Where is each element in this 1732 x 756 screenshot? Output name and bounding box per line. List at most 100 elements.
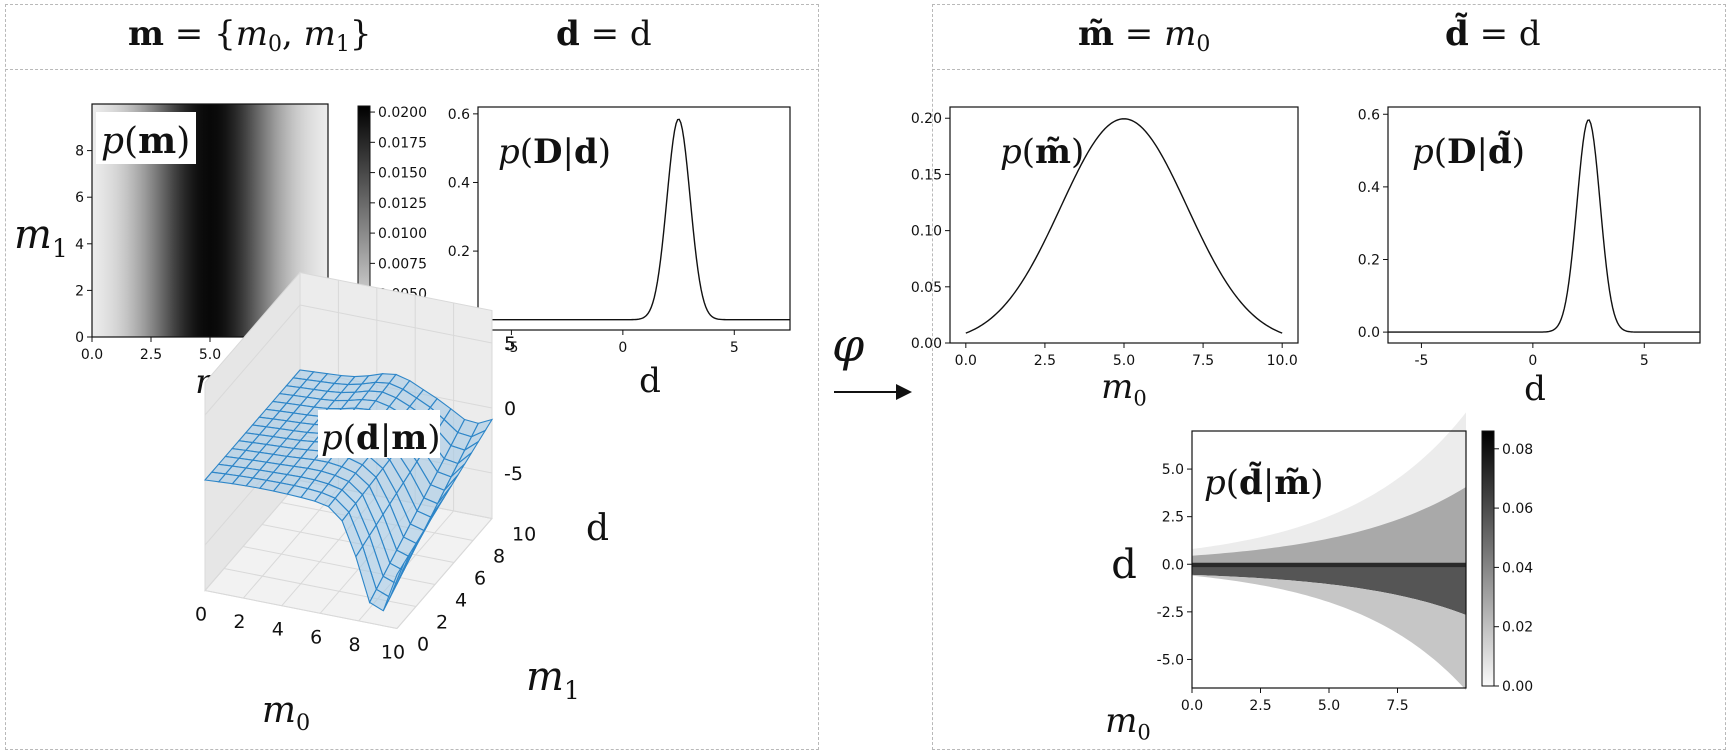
y-tick-label: 0.4 — [1358, 180, 1380, 196]
x-axis-label: m0 — [1101, 367, 1147, 410]
x-tick-label: -5 — [1414, 353, 1428, 369]
x-tick-label: 8 — [349, 634, 361, 656]
y-axis-label: d — [1111, 542, 1137, 588]
math-bar: | — [563, 132, 574, 172]
math-close: ) — [176, 121, 190, 162]
axis-subscript: 0 — [1137, 719, 1150, 744]
math-open: ( — [343, 418, 356, 458]
math-var: m̃ — [1274, 463, 1310, 503]
x-tick-label: 2.5 — [1034, 353, 1056, 369]
x-tick-label: 0 — [618, 340, 627, 356]
bold-d: d — [556, 14, 580, 54]
axis-subscript: 0 — [1133, 385, 1146, 410]
y-tick-label: 0.0 — [1162, 557, 1184, 573]
y-tick-label: 0.6 — [1358, 107, 1380, 123]
axis-symbol: m — [526, 654, 564, 700]
m-sym: m — [1164, 14, 1197, 54]
colorbar-tick-label: 0.08 — [1502, 442, 1533, 458]
grid-line — [396, 518, 493, 629]
colorbar-tick-label: 0.0125 — [378, 196, 427, 212]
lower-dark-band — [1192, 567, 1466, 615]
math-close: ) — [427, 418, 440, 458]
comma: , — [281, 14, 304, 54]
p-m-heatmap-chart: 024680.02.55.07.5p(m)m0m10.02000.01750.0… — [14, 103, 427, 405]
z-axis-label: d — [586, 508, 609, 549]
math-close: ) — [1310, 463, 1323, 503]
plot-frame — [1387, 106, 1701, 344]
axis-subscript: 1 — [52, 234, 68, 263]
left-data-definition: d = d — [556, 14, 652, 54]
grid-line — [299, 304, 493, 344]
title-backdrop — [318, 410, 440, 458]
math-var: d̃ — [1488, 130, 1512, 172]
y-tick-label: 2 — [75, 283, 84, 299]
z-tick-label: 5 — [504, 333, 516, 355]
math-close: ) — [1071, 132, 1084, 172]
chart-title: p(D|d) — [498, 132, 611, 172]
phi-symbol: φ — [832, 318, 865, 372]
p_m_tilde-chart: 0.00 0.05 0.10 0.15 0.20 0.0 2.5 5.0 7.5 10.0 p(m̃… — [911, 106, 1299, 410]
colorbar-tick-label: 0.02 — [1502, 620, 1533, 636]
math-close: ) — [1512, 132, 1525, 172]
y-tick-label: 0.05 — [911, 280, 942, 296]
y-tick-label: 0.2 — [448, 244, 470, 260]
z-tick-label: -5 — [504, 463, 523, 485]
x-tick-label: 4 — [272, 619, 284, 641]
y-tick-label: 0 — [75, 330, 84, 346]
x-tick-label: 0 — [195, 604, 207, 626]
m-sym: m — [235, 14, 268, 54]
math-p: p — [1000, 132, 1022, 172]
upper-gray-band — [1192, 486, 1466, 564]
lower-gray-band — [1192, 574, 1466, 691]
y-tick-label: 0.6 — [448, 107, 470, 123]
close-brace: } — [349, 14, 372, 54]
y-tick-label: 0.2 — [1358, 252, 1380, 268]
title-backdrop — [96, 112, 196, 164]
chart-title: p(m) — [101, 120, 190, 162]
bold-d-tilde: d̃ — [1445, 14, 1469, 54]
plot-frame — [949, 106, 1299, 344]
axis-subscript: 0 — [296, 710, 310, 736]
colorbar-tick-label: 0.0075 — [378, 256, 427, 272]
math-var: d — [574, 132, 598, 172]
math-bar: | — [1477, 132, 1488, 172]
y-tick-label: 10 — [512, 524, 536, 546]
x-tick-label: 2.5 — [140, 347, 162, 363]
chart-title: p(D|d̃) — [1412, 130, 1525, 172]
math-close: ) — [598, 132, 611, 172]
math-open: ( — [1022, 132, 1035, 172]
y-tick-label: 2.5 — [1162, 510, 1184, 526]
x-tick-label: 2.5 — [1249, 698, 1271, 714]
colorbar-tick-label: 0.0100 — [378, 226, 427, 242]
grid-line — [204, 480, 301, 591]
y-tick-label: 0.4 — [448, 175, 470, 191]
x-tick-label: 6 — [310, 626, 322, 648]
y-tick-label: 2 — [436, 612, 448, 634]
y-axis-label: m1 — [526, 654, 580, 705]
x-axis-label: d — [639, 361, 661, 401]
axis-symbol: m — [262, 690, 296, 731]
x-tick-label: 10 — [381, 642, 405, 664]
eq: = — [1113, 14, 1165, 54]
axis-symbol: m — [14, 212, 52, 258]
x-tick-label: 10.0 — [1267, 353, 1298, 369]
y-tick-label: 0.20 — [911, 111, 942, 127]
eq-d: = d — [1468, 14, 1541, 54]
math-open: ( — [520, 132, 533, 172]
x-tick-label: -5 — [504, 340, 518, 356]
right-panel — [932, 4, 1726, 750]
x-tick-label: 2 — [233, 611, 245, 633]
right-header-divider — [932, 4, 1726, 70]
math-var: m — [138, 120, 176, 162]
sub-0: 0 — [1196, 32, 1211, 57]
y-tick-label: 6 — [474, 568, 486, 590]
colorbar-tick-label: 0.06 — [1502, 501, 1533, 517]
chart-title: p(d̃|m̃) — [1204, 461, 1324, 503]
bold-m: m — [128, 14, 164, 54]
axis-symbol: m — [1101, 367, 1133, 407]
series-line — [478, 118, 790, 321]
y-tick-label: 5.0 — [1162, 462, 1184, 478]
x-tick-label: 0.0 — [81, 347, 103, 363]
z-tick-label: 0 — [504, 398, 516, 420]
